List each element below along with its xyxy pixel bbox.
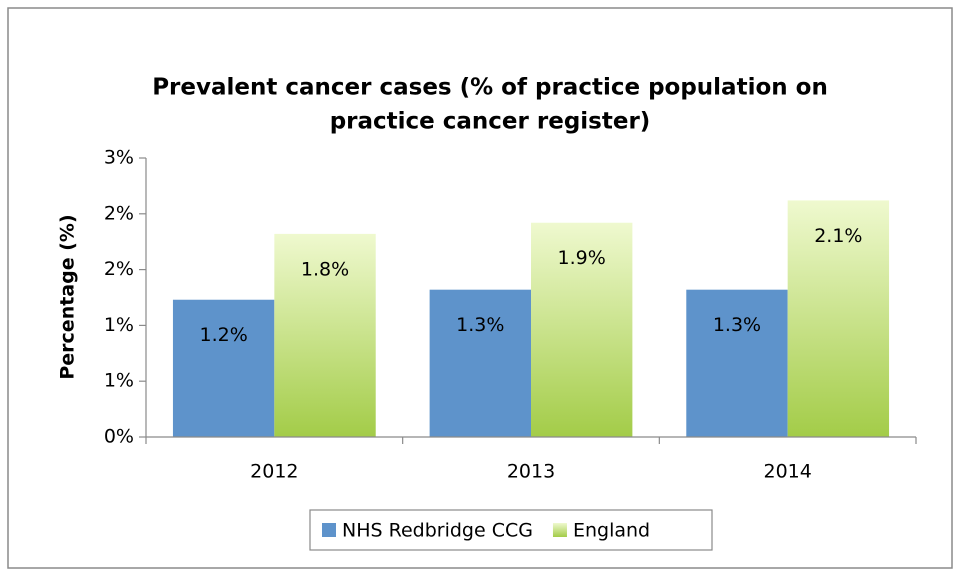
data-label: 1.2% bbox=[200, 324, 248, 346]
y-tick-label: 2% bbox=[104, 258, 134, 280]
x-tick-label: 2014 bbox=[763, 461, 811, 483]
bar bbox=[274, 233, 376, 437]
x-tick-label: 2013 bbox=[507, 461, 555, 483]
chart-title: practice cancer register) bbox=[330, 109, 651, 135]
y-tick-label: 1% bbox=[104, 314, 134, 336]
legend bbox=[309, 509, 713, 551]
legend-label: NHS Redbridge CCG bbox=[342, 520, 533, 542]
chart-title: Prevalent cancer cases (% of practice po… bbox=[152, 75, 828, 101]
data-label: 2.1% bbox=[814, 225, 862, 247]
bar bbox=[172, 299, 275, 437]
y-tick-label: 1% bbox=[104, 370, 134, 392]
bar bbox=[531, 222, 633, 437]
data-label: 1.9% bbox=[558, 247, 606, 269]
bar bbox=[429, 289, 531, 437]
y-tick-label: 2% bbox=[104, 202, 134, 224]
bar bbox=[686, 289, 788, 437]
bar bbox=[787, 200, 890, 437]
legend-label: England bbox=[573, 520, 650, 542]
y-tick-label: 3% bbox=[104, 147, 134, 169]
y-tick-label: 0% bbox=[104, 426, 134, 448]
y-axis-label: Percentage (%) bbox=[57, 214, 79, 379]
data-label: 1.8% bbox=[301, 258, 349, 280]
data-label: 1.3% bbox=[713, 314, 761, 336]
legend-swatch bbox=[552, 523, 567, 537]
x-tick-label: 2012 bbox=[250, 461, 298, 483]
legend-swatch bbox=[322, 523, 336, 537]
data-label: 1.3% bbox=[456, 314, 504, 336]
